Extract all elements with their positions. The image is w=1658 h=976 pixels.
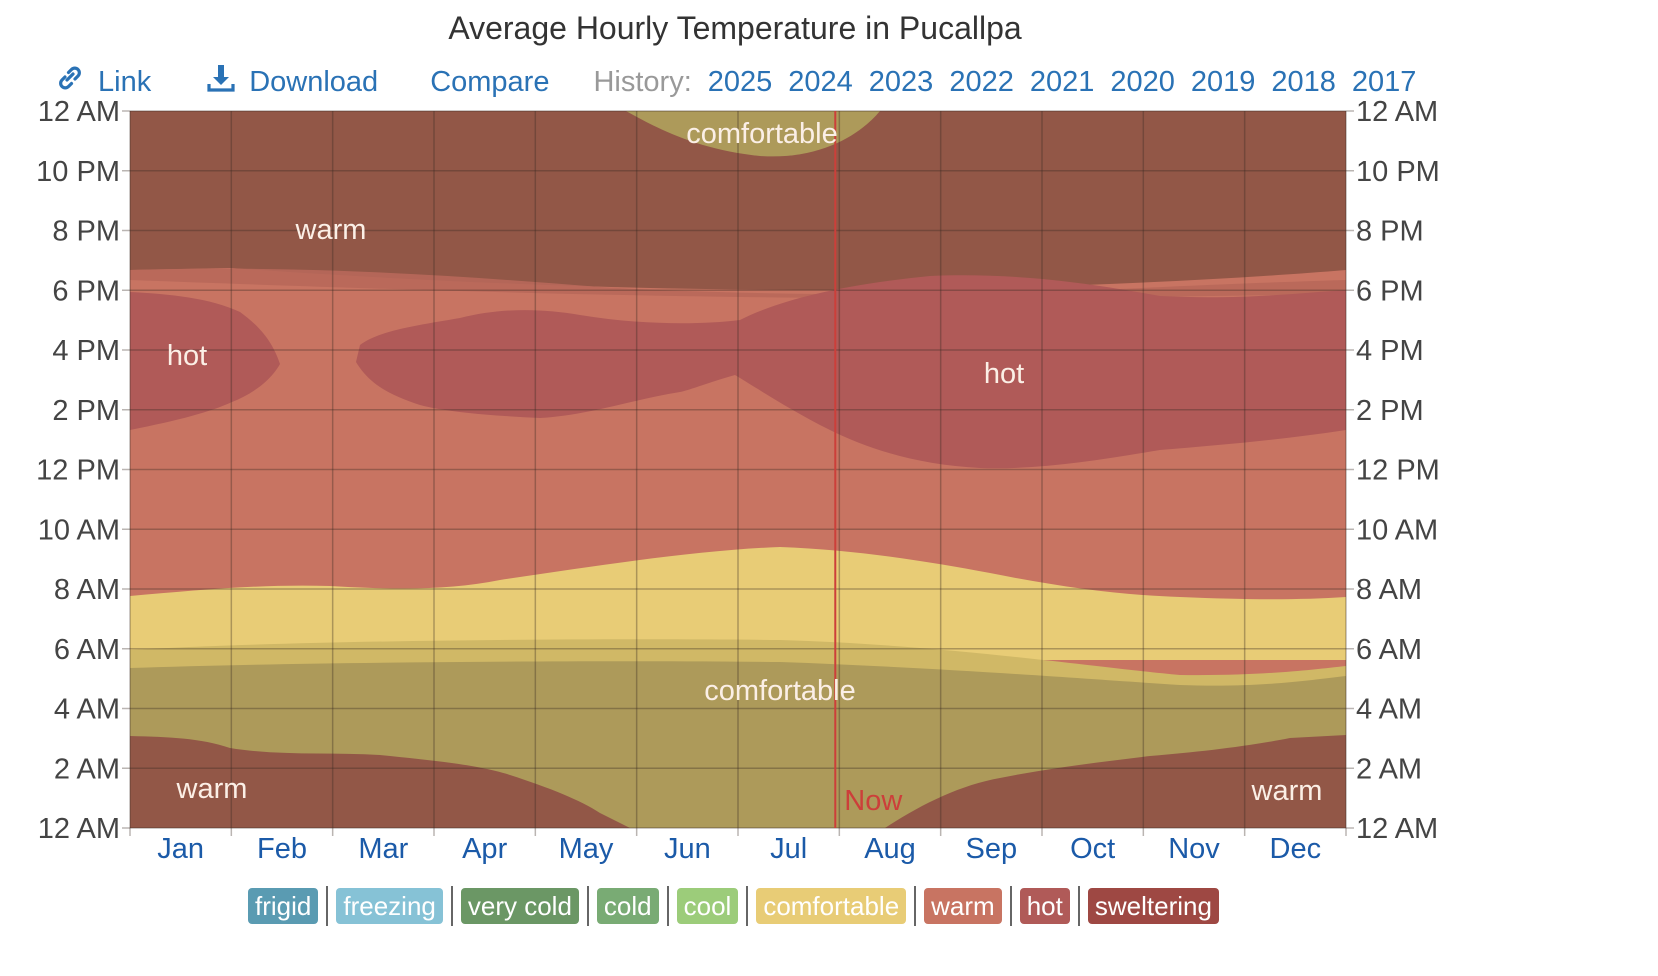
chart-title: Average Hourly Temperature in Pucallpa [448,10,1022,46]
legend: frigid freezing very cold cold cool comfortab… [248,886,1227,926]
history-year-link[interactable]: 2024 [788,65,853,98]
history-year-link[interactable]: 2017 [1351,65,1417,98]
band-night-warm-left [130,736,630,828]
compare-button[interactable]: Compare [430,66,549,99]
download-icon [207,63,249,101]
y-tick-label: 2 AM [54,753,120,785]
y-tick-label: 8 AM [1356,574,1422,606]
history-year-link[interactable]: 2023 [868,65,934,98]
y-tick-label: 10 PM [36,156,120,188]
history-year-link[interactable]: 2019 [1190,65,1256,98]
temperature-bands [130,111,1346,828]
month-label: Aug [864,833,916,865]
y-tick-label: 8 AM [54,574,120,606]
y-tick-label: 12 AM [38,96,120,128]
legend-separator [666,886,669,926]
y-tick-label: 10 AM [38,514,120,546]
month-label: Nov [1168,833,1220,865]
month-label: Sep [966,833,1018,865]
legend-item-frigid: frigid [248,888,319,924]
y-tick-label: 12 AM [38,813,120,845]
month-label: May [559,833,614,865]
history-year-link[interactable]: 2021 [1029,65,1095,98]
history-year-link[interactable]: 2025 [707,65,773,98]
legend-item-warm: warm [924,888,1002,924]
chart-grid [122,110,1354,836]
month-label: Feb [257,833,307,865]
month-label: Jun [664,833,711,865]
y-tick-label: 10 AM [1356,514,1438,546]
y-tick-label: 6 PM [52,275,120,307]
y-tick-label: 12 PM [36,455,120,487]
month-label: Dec [1270,833,1322,865]
toolbar: Link Download Compare History: 2025 2024… [56,58,1432,106]
y-tick-label: 4 AM [1356,694,1422,726]
zone-label: hot [984,358,1024,390]
y-tick-label: 12 AM [1356,813,1438,845]
band-comfortable-day [130,547,1346,660]
legend-separator [450,886,453,926]
legend-separator [1009,886,1012,926]
link-icon [56,63,98,101]
y-tick-label: 12 PM [1356,455,1440,487]
history-year-link[interactable]: 2018 [1271,65,1336,98]
y-tick-label: 2 PM [52,395,120,427]
history-year-link[interactable]: 2020 [1110,65,1175,98]
now-label: Now [844,785,903,817]
band-evening-transition [130,268,1346,299]
month-label: Apr [462,833,507,865]
history-year-link[interactable]: 2022 [949,65,1014,98]
compare-label: Compare [430,65,550,98]
month-label: Jan [157,833,204,865]
legend-item-comfortable: comfortable [756,888,907,924]
month-label: Mar [358,833,408,865]
band-comfortable-top [626,111,880,157]
legend-item-very-cold: very cold [460,888,579,924]
month-label: Oct [1070,833,1115,865]
zone-label: comfortable [704,675,856,707]
link-label: Link [98,65,152,98]
y-tick-label: 8 PM [1356,216,1424,248]
legend-separator [1077,886,1080,926]
y-tick-label: 4 AM [54,694,120,726]
download-button[interactable]: Download [207,63,378,101]
legend-separator [746,886,749,926]
legend-separator [914,886,917,926]
zone-labels: comfortable warm hot hot comfortable war… [167,118,1323,807]
y-tick-label: 6 AM [1356,634,1422,666]
band-night-warm-right [885,735,1346,828]
legend-separator [326,886,329,926]
x-axis-months: Jan Feb Mar Apr May Jun Jul Aug Sep Oct Nov Dec [157,833,1321,865]
zone-label: warm [176,773,248,805]
legend-item-sweltering: sweltering [1087,888,1219,924]
download-label: Download [249,65,379,98]
y-axis-left: 12 AM 10 PM 8 PM 6 PM 4 PM 2 PM 12 PM 10 AM 8 AM… [36,96,120,845]
y-tick-label: 6 AM [54,634,120,666]
history-label: History: [593,65,692,98]
legend-item-hot: hot [1019,888,1070,924]
y-tick-label: 2 AM [1356,753,1422,785]
band-afternoon-hot-main [356,275,1346,469]
zone-label: warm [295,214,367,246]
y-tick-label: 8 PM [52,216,120,248]
band-evening-warm [130,111,1346,290]
y-tick-label: 4 PM [52,335,120,367]
y-tick-label: 12 AM [1356,96,1438,128]
legend-item-cool: cool [676,888,739,924]
zone-label: warm [1251,775,1323,807]
legend-item-freezing: freezing [336,888,443,924]
band-afternoon-hot-left [130,292,280,430]
legend-separator [586,886,589,926]
y-axis-right: 12 AM 10 PM 8 PM 6 PM 4 PM 2 PM 12 PM 10 AM 8 AM… [1356,96,1440,845]
y-tick-label: 2 PM [1356,395,1424,427]
zone-label: hot [167,340,207,372]
y-tick-label: 6 PM [1356,275,1424,307]
legend-item-cold: cold [596,888,659,924]
link-button[interactable]: Link [56,63,151,101]
zone-label: comfortable [686,118,838,150]
month-label: Jul [770,833,807,865]
y-tick-label: 4 PM [1356,335,1424,367]
y-tick-label: 10 PM [1356,156,1440,188]
